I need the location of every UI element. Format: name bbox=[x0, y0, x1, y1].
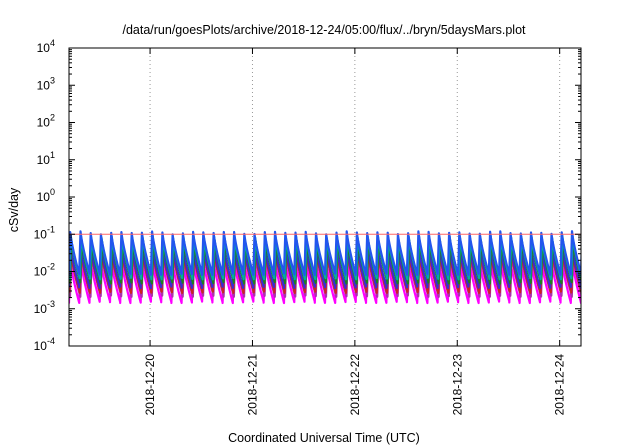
y-tick-label: 102 bbox=[37, 113, 55, 130]
y-tick-label: 10-3 bbox=[34, 299, 55, 316]
x-axis-label: Coordinated Universal Time (UTC) bbox=[228, 431, 420, 445]
y-ticks: 10-4 10-3 10-2 10-1 100 101 102 103 104 bbox=[34, 38, 581, 353]
y-tick-label: 10-1 bbox=[34, 224, 55, 241]
plot-frame bbox=[68, 47, 582, 347]
chart-title: /data/run/goesPlots/archive/2018-12-24/0… bbox=[122, 23, 526, 37]
x-tick-label: 2018-12-20 bbox=[143, 354, 157, 416]
x-tick-label: 2018-12-23 bbox=[450, 354, 464, 416]
y-tick-label: 10-2 bbox=[34, 262, 55, 279]
y-tick-label: 100 bbox=[37, 187, 55, 204]
y-tick-label: 103 bbox=[37, 75, 55, 92]
series-line bbox=[69, 230, 581, 277]
x-tick-label: 2018-12-21 bbox=[245, 354, 259, 416]
series-group bbox=[69, 230, 581, 305]
y-tick-label: 104 bbox=[37, 38, 55, 55]
series-line bbox=[69, 257, 581, 305]
x-tick-label: 2018-12-24 bbox=[553, 354, 567, 416]
x-ticks: 2018-12-20 2018-12-21 2018-12-22 2018-12-23… bbox=[143, 48, 567, 415]
x-tick-label: 2018-12-22 bbox=[348, 354, 362, 416]
y-tick-label: 10-4 bbox=[34, 336, 55, 353]
y-axis-label: cSv/day bbox=[7, 187, 21, 232]
y-tick-label: 101 bbox=[37, 150, 55, 167]
